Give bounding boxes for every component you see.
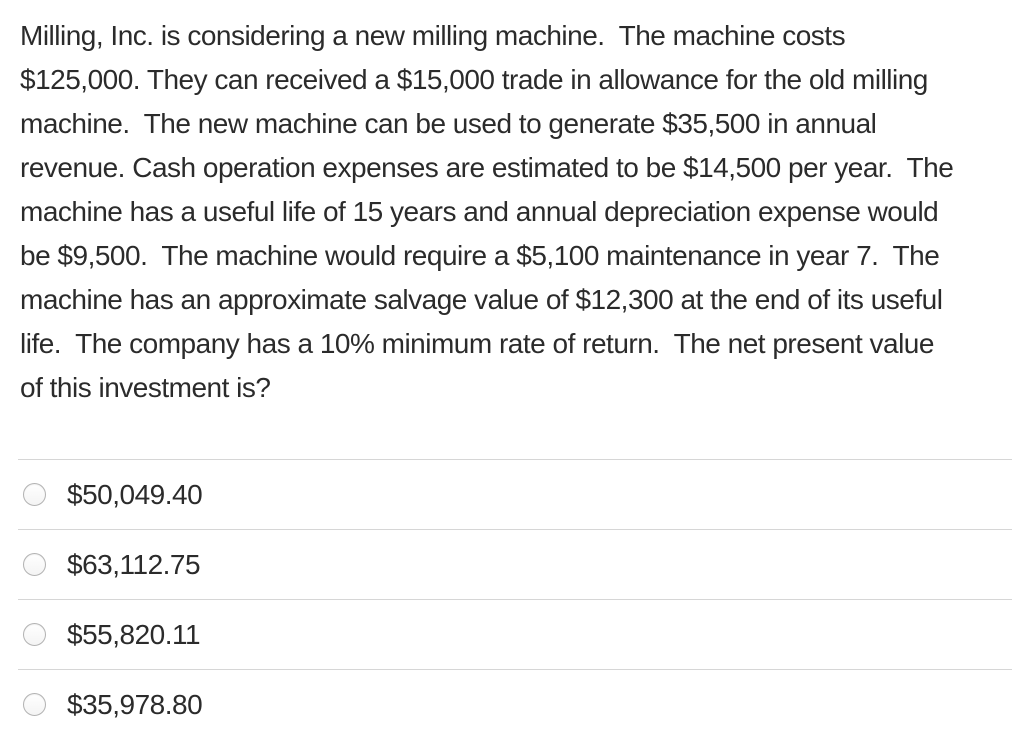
question-line: machine has a useful life of 15 years an… [20, 196, 939, 227]
answer-option-label[interactable]: $55,820.11 [67, 618, 201, 650]
question-line: of this investment is? [20, 372, 271, 403]
radio-button-icon[interactable] [23, 483, 46, 506]
question-line: be $9,500. The machine would require a $… [20, 240, 940, 271]
answer-option-label[interactable]: $63,112.75 [67, 548, 201, 580]
question-line: revenue. Cash operation expenses are est… [20, 152, 954, 183]
answer-option-4[interactable]: $35,978.80 [18, 669, 1012, 739]
answer-option-1[interactable]: $50,049.40 [18, 459, 1012, 529]
question-line: $125,000. They can received a $15,000 tr… [20, 64, 928, 95]
question-line: Milling, Inc. is considering a new milli… [20, 20, 846, 51]
answer-option-label[interactable]: $50,049.40 [67, 478, 203, 510]
answer-option-3[interactable]: $55,820.11 [18, 599, 1012, 669]
radio-button-icon[interactable] [23, 553, 46, 576]
question-text: Milling, Inc. is considering a new milli… [20, 20, 954, 403]
answer-options-list: $50,049.40 $63,112.75 $55,820.11 $35,978… [18, 459, 1012, 739]
question-line: life. The company has a 10% minimum rate… [20, 328, 934, 359]
radio-button-icon[interactable] [23, 693, 46, 716]
radio-button-icon[interactable] [23, 623, 46, 646]
answer-option-2[interactable]: $63,112.75 [18, 529, 1012, 599]
question-line: machine. The new machine can be used to … [20, 108, 877, 139]
question-line: machine has an approximate salvage value… [20, 284, 943, 315]
answer-option-label[interactable]: $35,978.80 [67, 688, 203, 720]
